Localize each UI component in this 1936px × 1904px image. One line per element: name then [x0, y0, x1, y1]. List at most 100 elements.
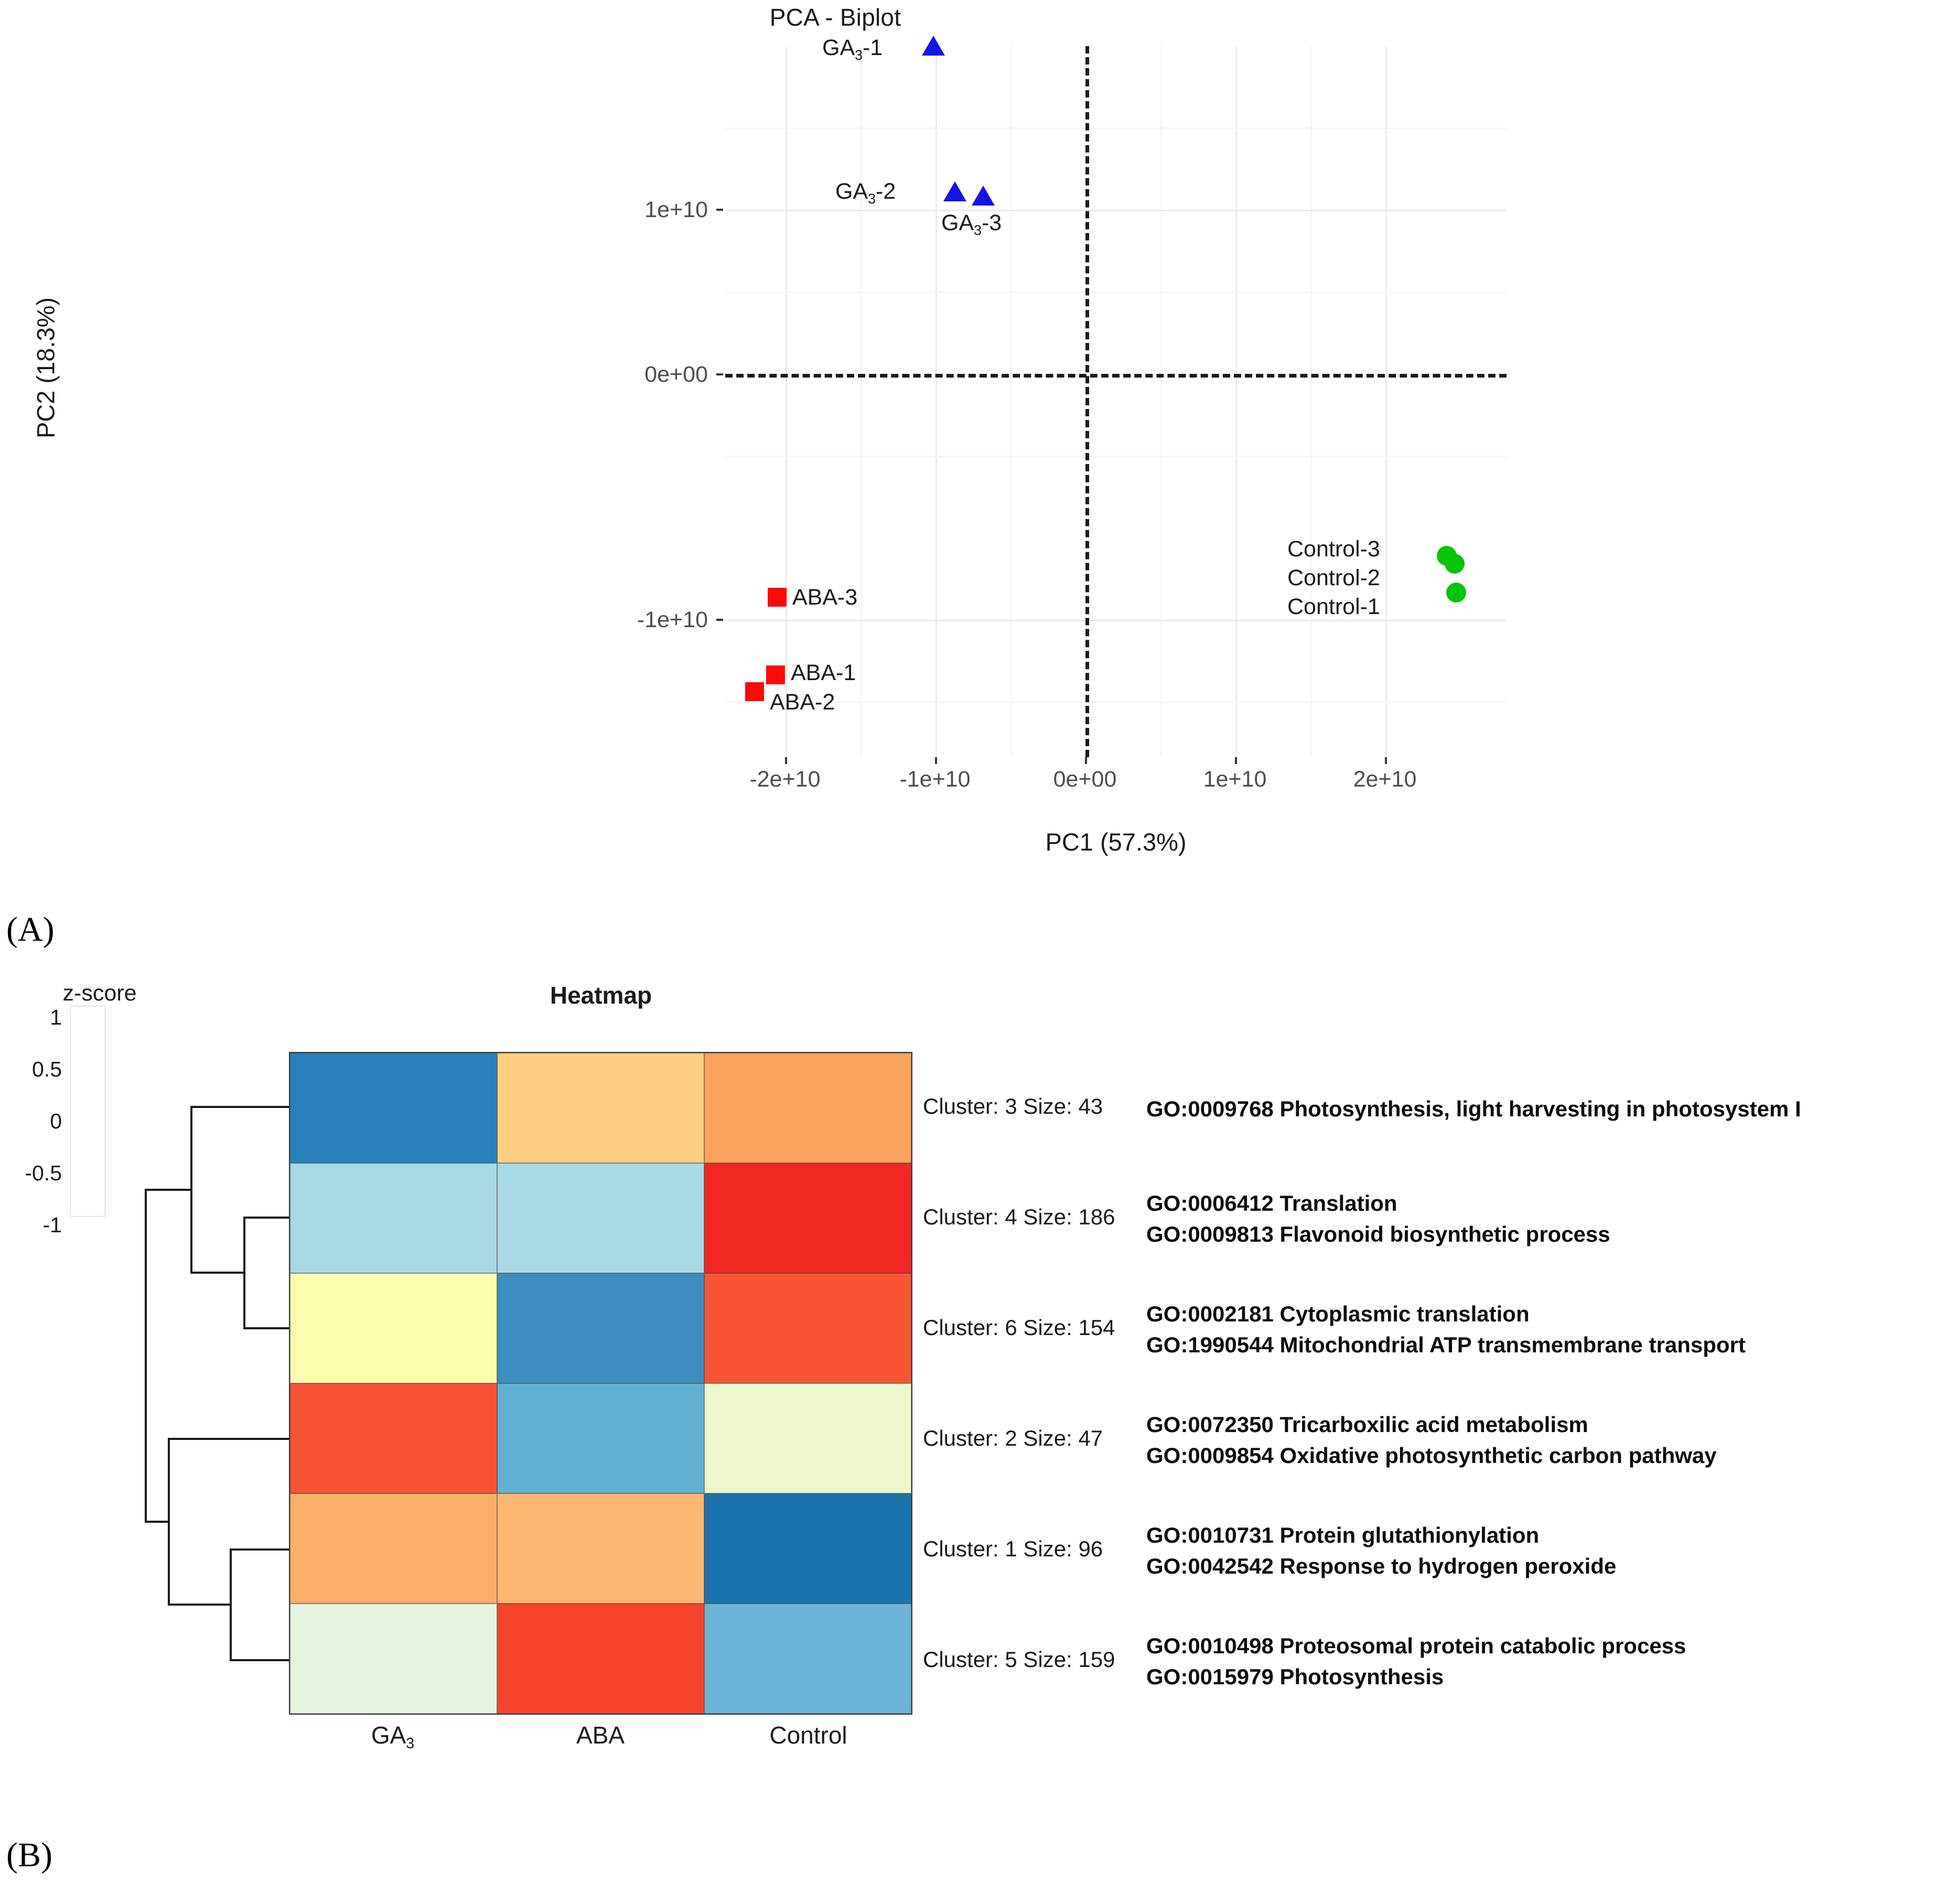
- panel-label-a: (A): [6, 910, 55, 949]
- pca-panel-section: PCA - Biplot GA3-1 GA3-2 GA3-3 ABA-3: [0, 0, 1936, 891]
- gridline-v-9: [1385, 46, 1387, 757]
- dendro-merge-row-4: [168, 1438, 289, 1606]
- data-label-aba-2: ABA-2: [770, 690, 835, 715]
- gridline-v-8: [1310, 46, 1312, 757]
- gridline-v-3: [935, 46, 937, 757]
- cluster-tag-2: Cluster: 2 Size: 47: [923, 1426, 1103, 1450]
- legend-tick-0point5: 0.5: [32, 1057, 62, 1081]
- data-point-ga3-2: [943, 181, 966, 201]
- xtick-label-neg1e10: -1e+10: [899, 767, 971, 792]
- heatmap-cell-r4c3: [704, 1383, 911, 1493]
- pca-plot-area: GA3-1 GA3-2 GA3-3 ABA-3 ABA-1 ABA-2 Cont…: [725, 36, 1507, 757]
- xtick-mark-2e10: [1385, 757, 1387, 764]
- heatmap-cell-r2c3: [704, 1163, 911, 1273]
- heatmap-cell-r6c2: [497, 1604, 704, 1714]
- heatmap-cell-r4c2: [497, 1383, 704, 1493]
- legend-tick-neg1: -1: [42, 1213, 62, 1237]
- gridline-h-3: [725, 292, 1507, 293]
- heatmap-cell-r3c3: [704, 1273, 911, 1383]
- xtick-label-1e10: 1e+10: [1203, 767, 1267, 792]
- pca-chart-title: PCA - Biplot: [769, 4, 901, 31]
- gridline-v-7: [1235, 46, 1237, 757]
- reference-line-horizontal: [725, 374, 1507, 378]
- xtick-label-0e00: 0e+00: [1053, 767, 1117, 792]
- data-point-ga3-3: [972, 186, 995, 206]
- heatmap-cell-r2c2: [497, 1163, 704, 1273]
- heatmap-cell-r5c3: [704, 1493, 911, 1604]
- cluster-go-terms-5-line1: GO:0010498 Proteosomal protein catabolic…: [1146, 1633, 1686, 1658]
- gridline-v-6: [1160, 46, 1162, 757]
- data-label-control-1: Control-1: [1287, 594, 1380, 619]
- gridline-h-2: [725, 210, 1507, 211]
- data-label-ga3-3: GA3-3: [941, 210, 1002, 238]
- dendro-root: [145, 1189, 191, 1523]
- gridline-h-7: [725, 702, 1507, 703]
- heatmap-column-label-aba: ABA: [576, 1722, 625, 1749]
- data-label-aba-3: ABA-3: [792, 585, 858, 610]
- heatmap-cell-r6c3: [704, 1604, 911, 1714]
- cluster-go-terms-2-line2: GO:0009854 Oxidative photosynthetic carb…: [1146, 1443, 1717, 1468]
- legend-tick-0: 0: [50, 1109, 62, 1133]
- heatmap-cell-r4c1: [290, 1383, 497, 1493]
- legend-title: z-score: [62, 981, 137, 1006]
- dendro-merge-rows-5-6: [230, 1548, 289, 1661]
- ytick-mark-0e00: [716, 373, 723, 375]
- ytick-label-1e10: 1e+10: [644, 197, 708, 222]
- data-point-ga3-1: [922, 36, 945, 56]
- cluster-go-terms-6-line1: GO:0002181 Cytoplasmic translation: [1146, 1301, 1530, 1326]
- data-point-aba-2: [745, 682, 764, 701]
- data-label-ga3-1: GA3-1: [822, 35, 883, 63]
- ytick-mark-1e10: [716, 209, 723, 211]
- dendro-merge-row-1: [190, 1106, 289, 1274]
- ytick-mark-neg1e10: [716, 619, 723, 621]
- heatmap-cell-r5c1: [290, 1493, 497, 1604]
- panel-label-b: (B): [6, 1836, 52, 1874]
- heatmap-cell-r1c1: [290, 1053, 497, 1163]
- data-label-ga3-2: GA3-2: [835, 179, 896, 207]
- data-label-control-3: Control-3: [1287, 536, 1380, 562]
- heatmap-grid: [289, 1052, 912, 1715]
- cluster-tag-5: Cluster: 5 Size: 159: [923, 1647, 1115, 1672]
- cluster-go-terms-4-line2: GO:0009813 Flavonoid biosynthetic proces…: [1146, 1222, 1610, 1246]
- data-point-control-1: [1446, 583, 1466, 603]
- legend-tick-1: 1: [50, 1005, 62, 1029]
- cluster-go-terms-1-line1: GO:0010731 Protein glutathionylation: [1146, 1523, 1540, 1547]
- xtick-mark-1e10: [1235, 757, 1237, 764]
- gridline-v-1: [786, 46, 787, 757]
- cluster-go-terms-1-line2: GO:0042542 Response to hydrogen peroxide: [1146, 1554, 1617, 1578]
- xtick-mark-neg2e10: [785, 757, 787, 764]
- xtick-label-2e10: 2e+10: [1353, 767, 1417, 792]
- xtick-label-neg2e10: -2e+10: [749, 767, 821, 792]
- heatmap-cell-r3c1: [290, 1273, 497, 1383]
- data-point-aba-3: [768, 588, 787, 607]
- heatmap-cell-r2c1: [290, 1163, 497, 1273]
- legend-tick-neg0point5: -0.5: [25, 1161, 62, 1185]
- data-point-aba-1: [766, 665, 785, 684]
- xtick-mark-neg1e10: [935, 757, 937, 764]
- gridline-h-1: [725, 127, 1507, 129]
- heatmap-column-label-control: Control: [769, 1722, 847, 1749]
- cluster-go-terms-2-line1: GO:0072350 Tricarboxilic acid metabolism: [1146, 1412, 1588, 1437]
- heatmap-cell-r1c2: [497, 1053, 704, 1163]
- cluster-tag-1: Cluster: 1 Size: 96: [923, 1536, 1103, 1561]
- dendro-merge-rows-2-3: [243, 1217, 289, 1329]
- cluster-go-terms-3: GO:0009768 Photosynthesis, light harvest…: [1146, 1096, 1801, 1121]
- ytick-label-neg1e10: -1e+10: [637, 607, 708, 632]
- row-dendrogram: [145, 1106, 289, 1661]
- cluster-tag-6: Cluster: 6 Size: 154: [923, 1315, 1115, 1340]
- gridline-v-2: [861, 46, 862, 757]
- xtick-mark-0e00: [1085, 757, 1087, 764]
- heatmap-panel-section: z-score 1 0.5 0 -0.5 -1 Heatmap: [0, 981, 1936, 1799]
- data-label-control-2: Control-2: [1287, 565, 1380, 590]
- cluster-go-terms-6-line2: GO:1990544 Mitochondrial ATP transmembra…: [1146, 1332, 1746, 1357]
- heatmap-cell-r6c1: [290, 1604, 497, 1714]
- gridline-v-4: [1010, 46, 1012, 757]
- ytick-label-0e00: 0e+00: [644, 362, 708, 387]
- heatmap-column-label-ga3: GA3: [371, 1722, 415, 1752]
- gridline-h-5: [725, 456, 1507, 457]
- data-label-aba-1: ABA-1: [791, 660, 856, 685]
- cluster-tag-3: Cluster: 3 Size: 43: [923, 1094, 1103, 1118]
- pca-x-axis-title: PC1 (57.3%): [1045, 828, 1187, 856]
- cluster-tag-4: Cluster: 4 Size: 186: [923, 1204, 1115, 1229]
- gridline-h-6: [725, 620, 1507, 621]
